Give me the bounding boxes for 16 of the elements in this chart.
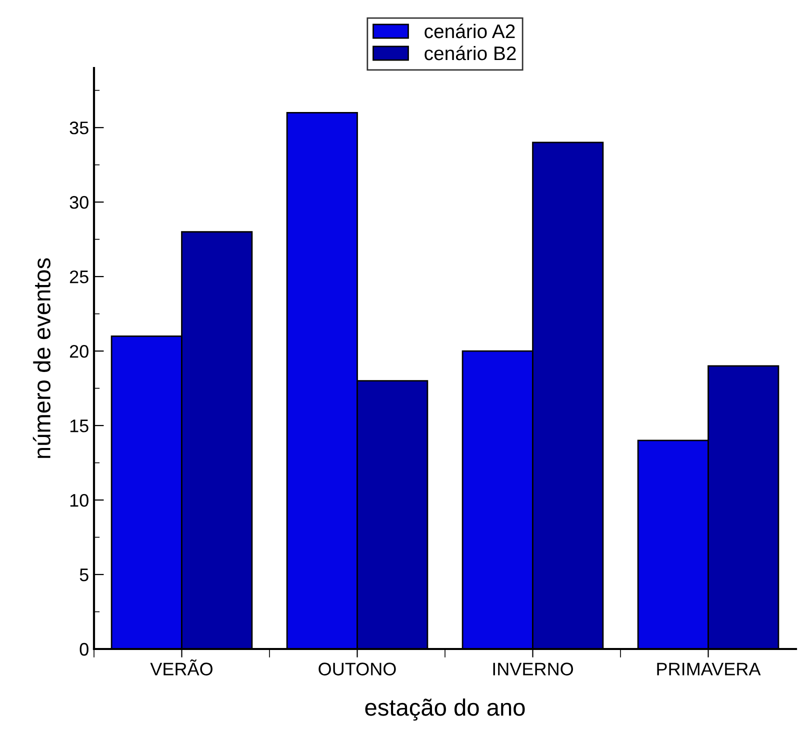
y-tick-label: 5: [80, 568, 88, 582]
legend-label: cenário B2: [424, 46, 516, 60]
x-tick-label: PRIMAVERA: [657, 662, 761, 676]
y-tick-label: 25: [70, 270, 88, 284]
legend-label: cenário A2: [424, 24, 515, 38]
x-tick-label: OUTONO: [318, 662, 396, 676]
y-tick-label: 0: [80, 642, 88, 656]
y-tick-label: 20: [70, 344, 88, 358]
y-tick-label: 35: [70, 122, 88, 134]
y-axis-title: número de eventos: [32, 258, 50, 458]
x-tick-label: VERÃO: [150, 659, 212, 676]
y-tick-label: 30: [70, 196, 88, 209]
y-tick-label: 15: [70, 420, 88, 432]
x-axis-title: estação do ano: [365, 698, 525, 721]
x-tick-label: INVERNO: [493, 662, 574, 676]
y-tick-label: 10: [70, 494, 88, 507]
